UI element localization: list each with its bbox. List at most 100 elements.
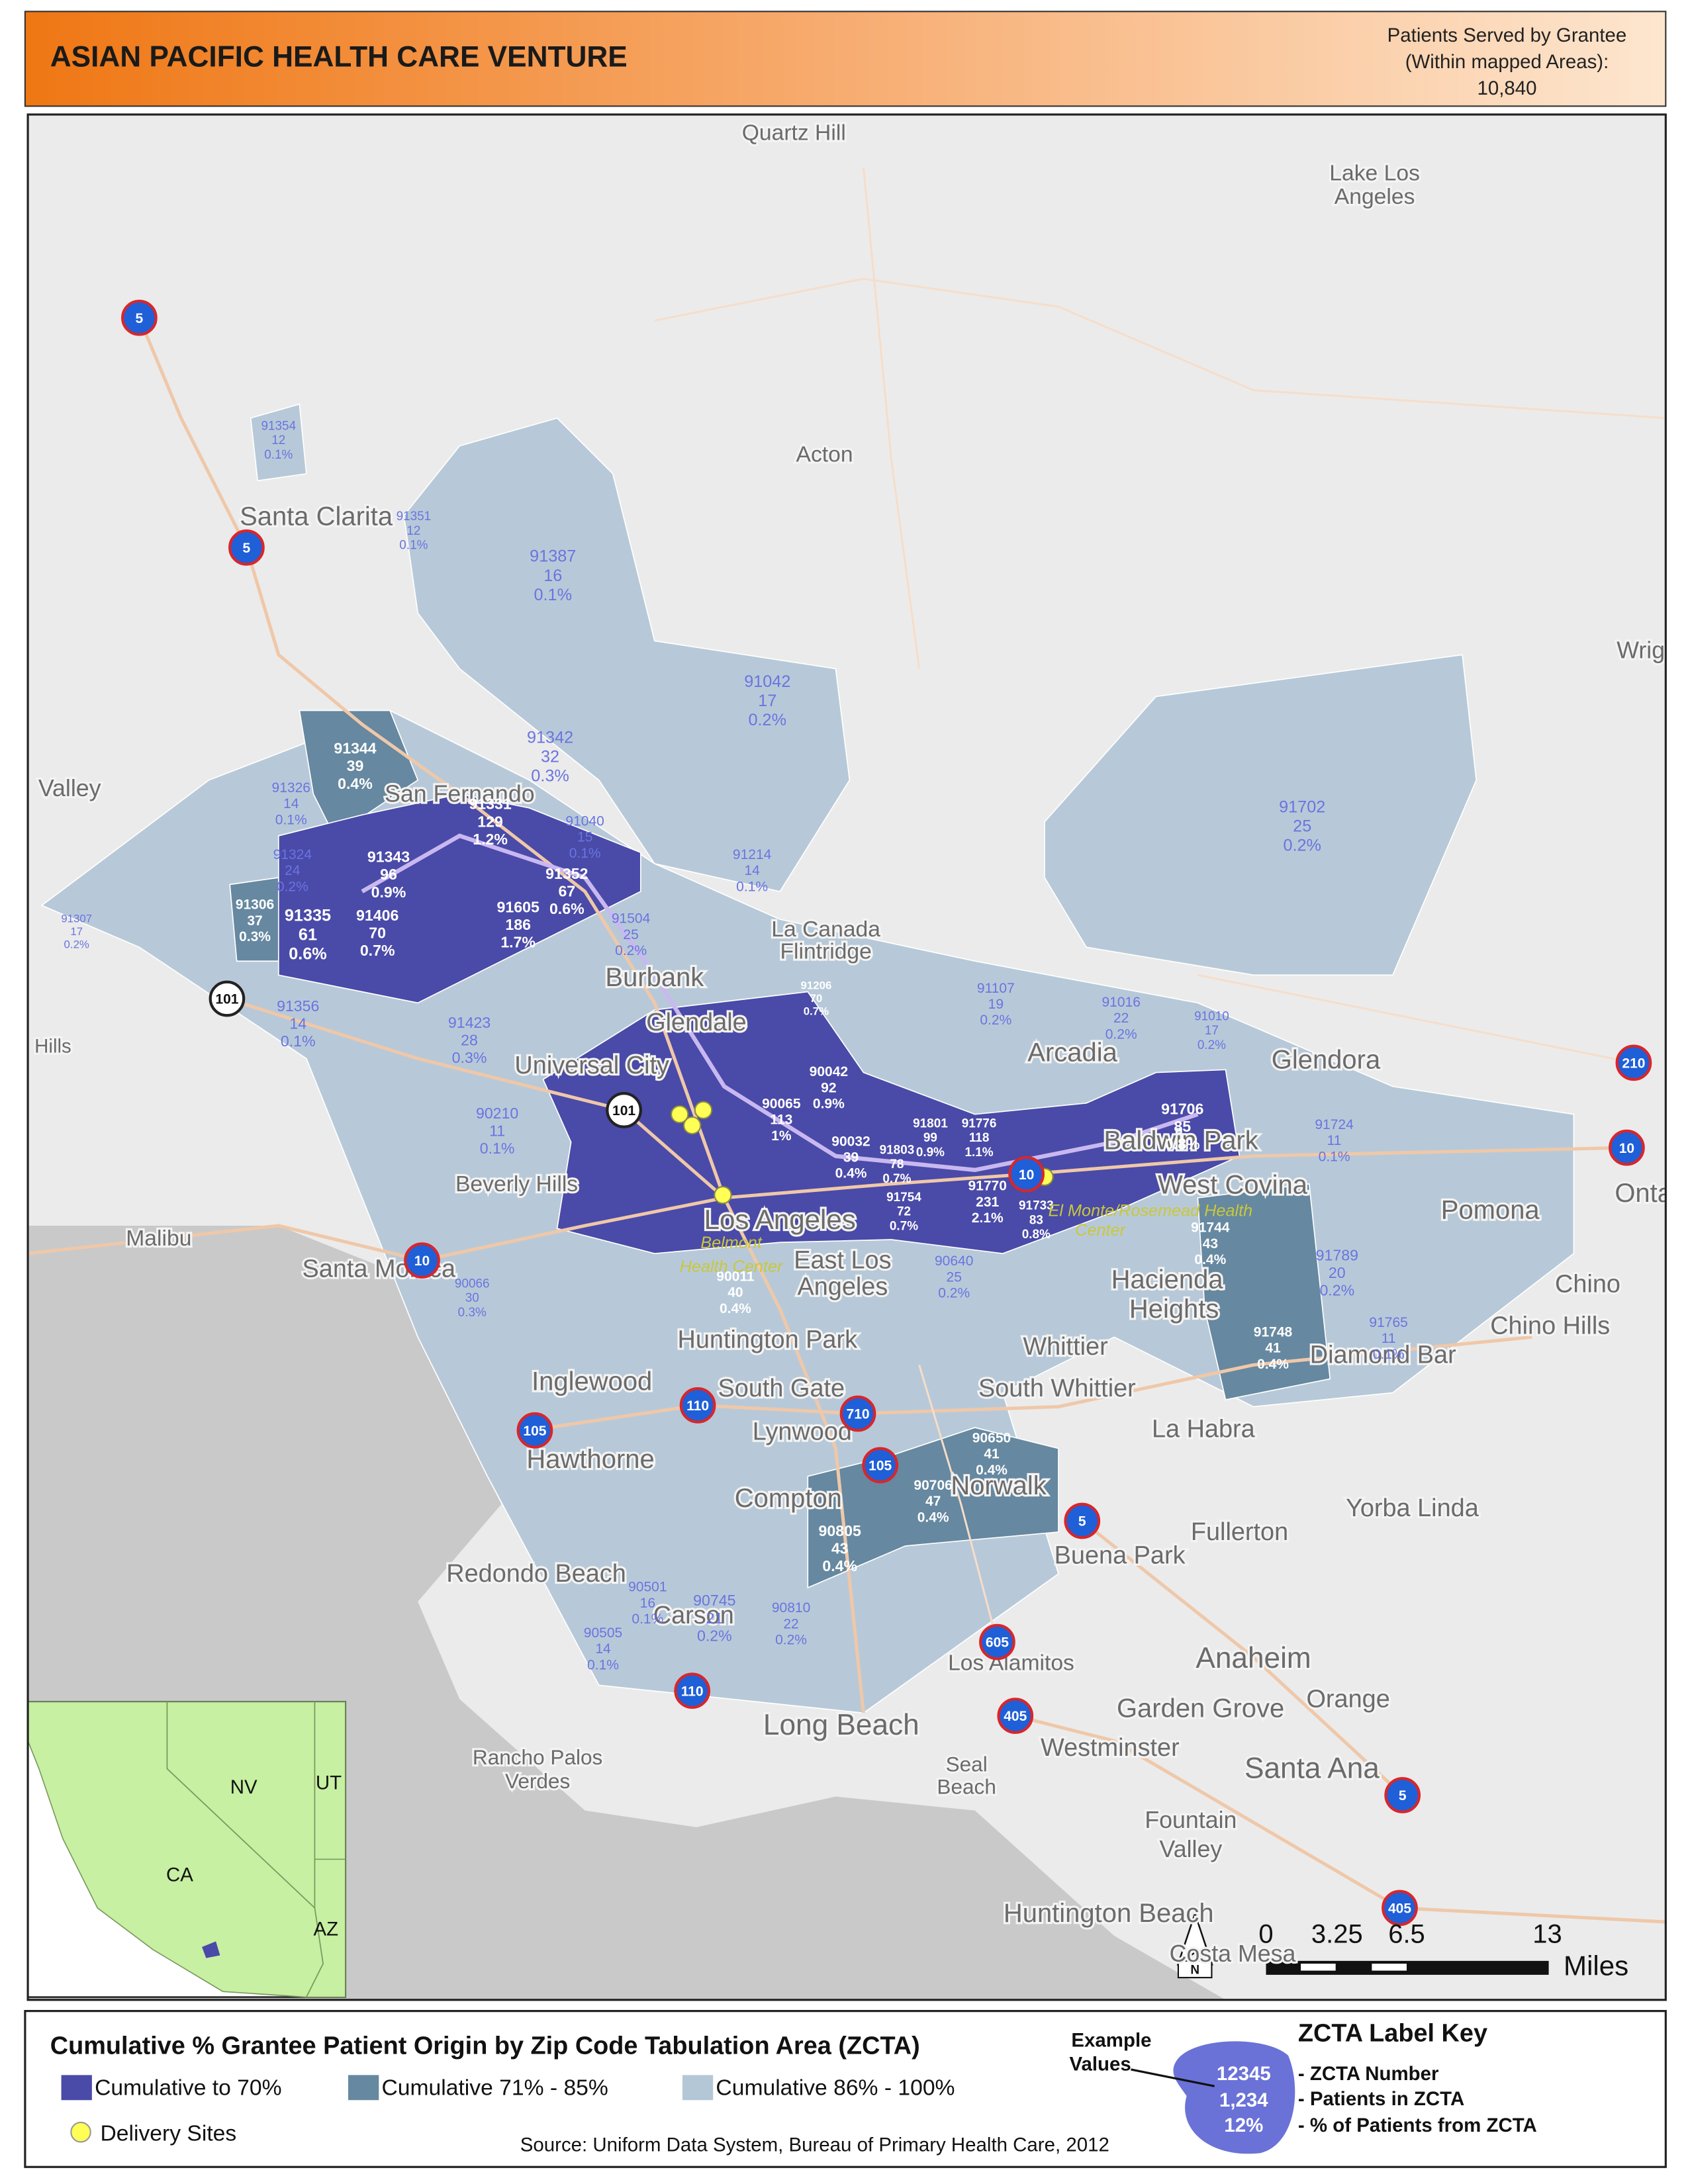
highway-number: 5 <box>1078 1514 1086 1529</box>
place-name: Garden Grove <box>1117 1694 1284 1723</box>
place-name: Onta <box>1615 1179 1672 1208</box>
zcta-patients: 113 <box>770 1113 792 1128</box>
highway-number: 5 <box>1399 1788 1407 1803</box>
scale-tick-label: 6.5 <box>1388 1920 1425 1949</box>
zcta-zip: 91306 <box>236 897 274 913</box>
inset-map <box>28 1701 347 1998</box>
highway-number: 405 <box>1388 1901 1411 1917</box>
zcta-percent: 1.7% <box>500 934 536 951</box>
place-name: San Fernando <box>385 780 535 807</box>
highway-number: 10 <box>414 1253 430 1269</box>
place-name: Norwalk <box>951 1471 1047 1500</box>
place-name: Beverly Hills <box>455 1172 578 1197</box>
zcta-zip: 91706 <box>1161 1100 1203 1117</box>
zcta-percent: 0.8% <box>1165 1136 1200 1153</box>
highway-shield <box>1384 1777 1421 1813</box>
zcta-zip: 91016 <box>1102 995 1140 1010</box>
zcta-zip: 91307 <box>61 913 92 925</box>
zcta-zip: 91744 <box>1191 1220 1230 1236</box>
place-name: Fountain <box>1145 1807 1237 1833</box>
zcta-patients: 186 <box>505 916 531 933</box>
zcta-patients: 37 <box>247 913 262 929</box>
highway-shield <box>1609 1129 1645 1166</box>
zcta-patients: 17 <box>758 692 776 710</box>
zcta-zip: 91214 <box>733 847 772 862</box>
place-name: Anaheim <box>1196 1642 1311 1674</box>
header-title: ASIAN PACIFIC HEALTH CARE VENTURE <box>50 41 628 73</box>
example-pointer <box>1131 2068 1215 2087</box>
scale-tick-label: 13 <box>1532 1920 1562 1949</box>
key-title: ZCTA Label Key <box>1298 2019 1487 2047</box>
place-name: Lake Los <box>1329 161 1420 185</box>
zcta-zip: 91387 <box>530 547 576 566</box>
zcta-percent: 0.2% <box>1283 837 1321 855</box>
zcta-percent: 0.9% <box>813 1096 845 1111</box>
zcta-percent: 1.1% <box>965 1146 994 1160</box>
zcta-patients: 41 <box>1265 1341 1281 1356</box>
legend-swatch <box>682 2075 714 2101</box>
place-name: Huntington Beach <box>1004 1899 1214 1928</box>
place-name: Beach <box>937 1774 996 1798</box>
zcta-zip: 91748 <box>1254 1325 1293 1340</box>
highway-number: 210 <box>1622 1056 1645 1071</box>
zcta-patients: 70 <box>369 925 386 942</box>
place-name: Chino Hills <box>1490 1312 1610 1340</box>
zcta-patients: 25 <box>623 927 638 942</box>
zcta-patients: 21 <box>706 1610 723 1627</box>
place-name: Hawthorne <box>526 1445 654 1474</box>
zcta-patients: 14 <box>289 1015 306 1032</box>
zcta-zip: 91354 <box>261 419 296 433</box>
place-name: Westminster <box>1041 1734 1180 1762</box>
place-name: Huntington Park <box>678 1326 858 1354</box>
zcta-patients: 24 <box>285 863 301 878</box>
zcta-zip: 90011 <box>716 1269 755 1284</box>
zcta-patients: 14 <box>283 796 299 811</box>
zcta-patients: 43 <box>831 1540 849 1557</box>
zcta-label: 90650 410.4% <box>972 1430 1011 1477</box>
zcta-percent: 0.7% <box>360 942 395 959</box>
inset-label: CA <box>166 1864 193 1886</box>
zcta-percent: 0.4% <box>976 1463 1008 1478</box>
zcta-zip: 90810 <box>772 1600 810 1615</box>
highway-number: 405 <box>1004 1709 1027 1724</box>
zcta-percent: 0.1% <box>264 448 293 462</box>
zcta-zip: 91326 <box>272 780 310 796</box>
zcta-zip: 90805 <box>819 1522 861 1539</box>
highway-shield <box>228 529 265 566</box>
zcta-patients: 129 <box>477 813 503 830</box>
zcta-patients: 39 <box>843 1150 859 1165</box>
zcta-percent: 0.1% <box>1373 1347 1405 1362</box>
place-name: Arcadia <box>1027 1038 1117 1068</box>
zcta-percent: 0.1% <box>275 812 307 827</box>
legend-label: Cumulative 71% - 85% <box>381 2075 608 2100</box>
zcta-zip: 90650 <box>972 1430 1011 1445</box>
zcta-zip: 91206 <box>801 979 832 992</box>
zcta-patients: 16 <box>640 1596 655 1611</box>
highway-number: 5 <box>243 541 251 556</box>
site-label: Center <box>1075 1221 1126 1240</box>
place-name: Valley <box>1160 1836 1223 1862</box>
place-name: Whittier <box>1023 1333 1107 1361</box>
zcta-patients: 96 <box>380 866 397 883</box>
example-shape <box>1173 2041 1295 2154</box>
zcta-percent: 0.7% <box>804 1005 829 1017</box>
zcta-zip: 91770 <box>968 1179 1006 1194</box>
zcta-patients: 30 <box>465 1291 479 1305</box>
highway-shield <box>1064 1502 1101 1539</box>
